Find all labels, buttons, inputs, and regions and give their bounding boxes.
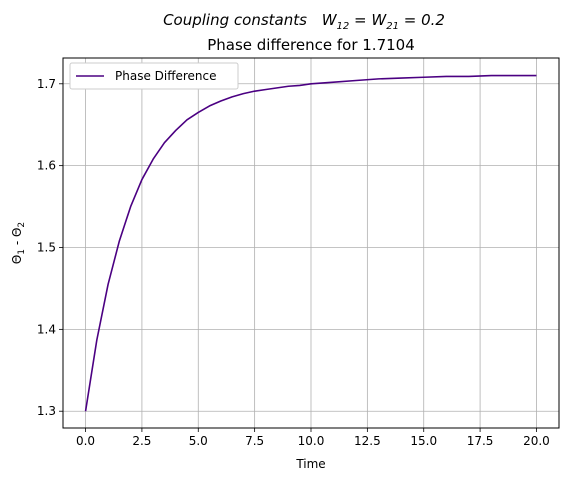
x-tick-label: 10.0 <box>298 434 325 448</box>
title-prefix: Coupling constants <box>163 11 307 29</box>
y-tick-label: 1.3 <box>37 404 56 418</box>
y-axis-ticks: 1.3 1.4 1.5 1.6 1.7 <box>37 77 63 418</box>
series-layer <box>84 74 537 412</box>
title-w12: W <box>322 11 338 29</box>
legend-box <box>69 62 239 90</box>
series-line-phase-difference <box>84 74 537 412</box>
x-tick-label: 0.0 <box>76 434 95 448</box>
title-w21-subscript: 21 <box>386 21 399 32</box>
x-axis-ticks: 0.0 2.5 5.0 7.5 10.0 12.5 15.0 17.5 20.0 <box>76 428 550 448</box>
y-tick-label: 1.4 <box>37 322 56 336</box>
x-tick-label: 20.0 <box>523 434 550 448</box>
x-tick-label: 12.5 <box>354 434 381 448</box>
legend: Phase Difference <box>69 62 239 90</box>
legend-label: Phase Difference <box>115 69 217 83</box>
x-axis-label: Time <box>295 457 325 471</box>
x-tick-label: 2.5 <box>132 434 151 448</box>
x-tick-label: 15.0 <box>410 434 437 448</box>
x-tick-label: 7.5 <box>245 434 264 448</box>
title-w12-subscript: 12 <box>337 21 350 32</box>
x-tick-label: 17.5 <box>467 434 494 448</box>
title-value: 0.2 <box>421 11 445 29</box>
y-label-sub-1: 1 <box>17 249 27 255</box>
y-axis-label: Θ1 - Θ2 <box>10 222 27 264</box>
y-tick-label: 1.5 <box>37 241 56 255</box>
x-tick-label: 5.0 <box>189 434 208 448</box>
chart-subtitle: Phase difference for 1.7104 <box>207 36 415 54</box>
y-tick-label: 1.6 <box>37 159 56 173</box>
chart-title: Coupling constants W12 = W21 = 0.2 <box>163 11 445 32</box>
y-label-sub-2: 2 <box>17 222 27 228</box>
y-tick-label: 1.7 <box>37 77 56 91</box>
